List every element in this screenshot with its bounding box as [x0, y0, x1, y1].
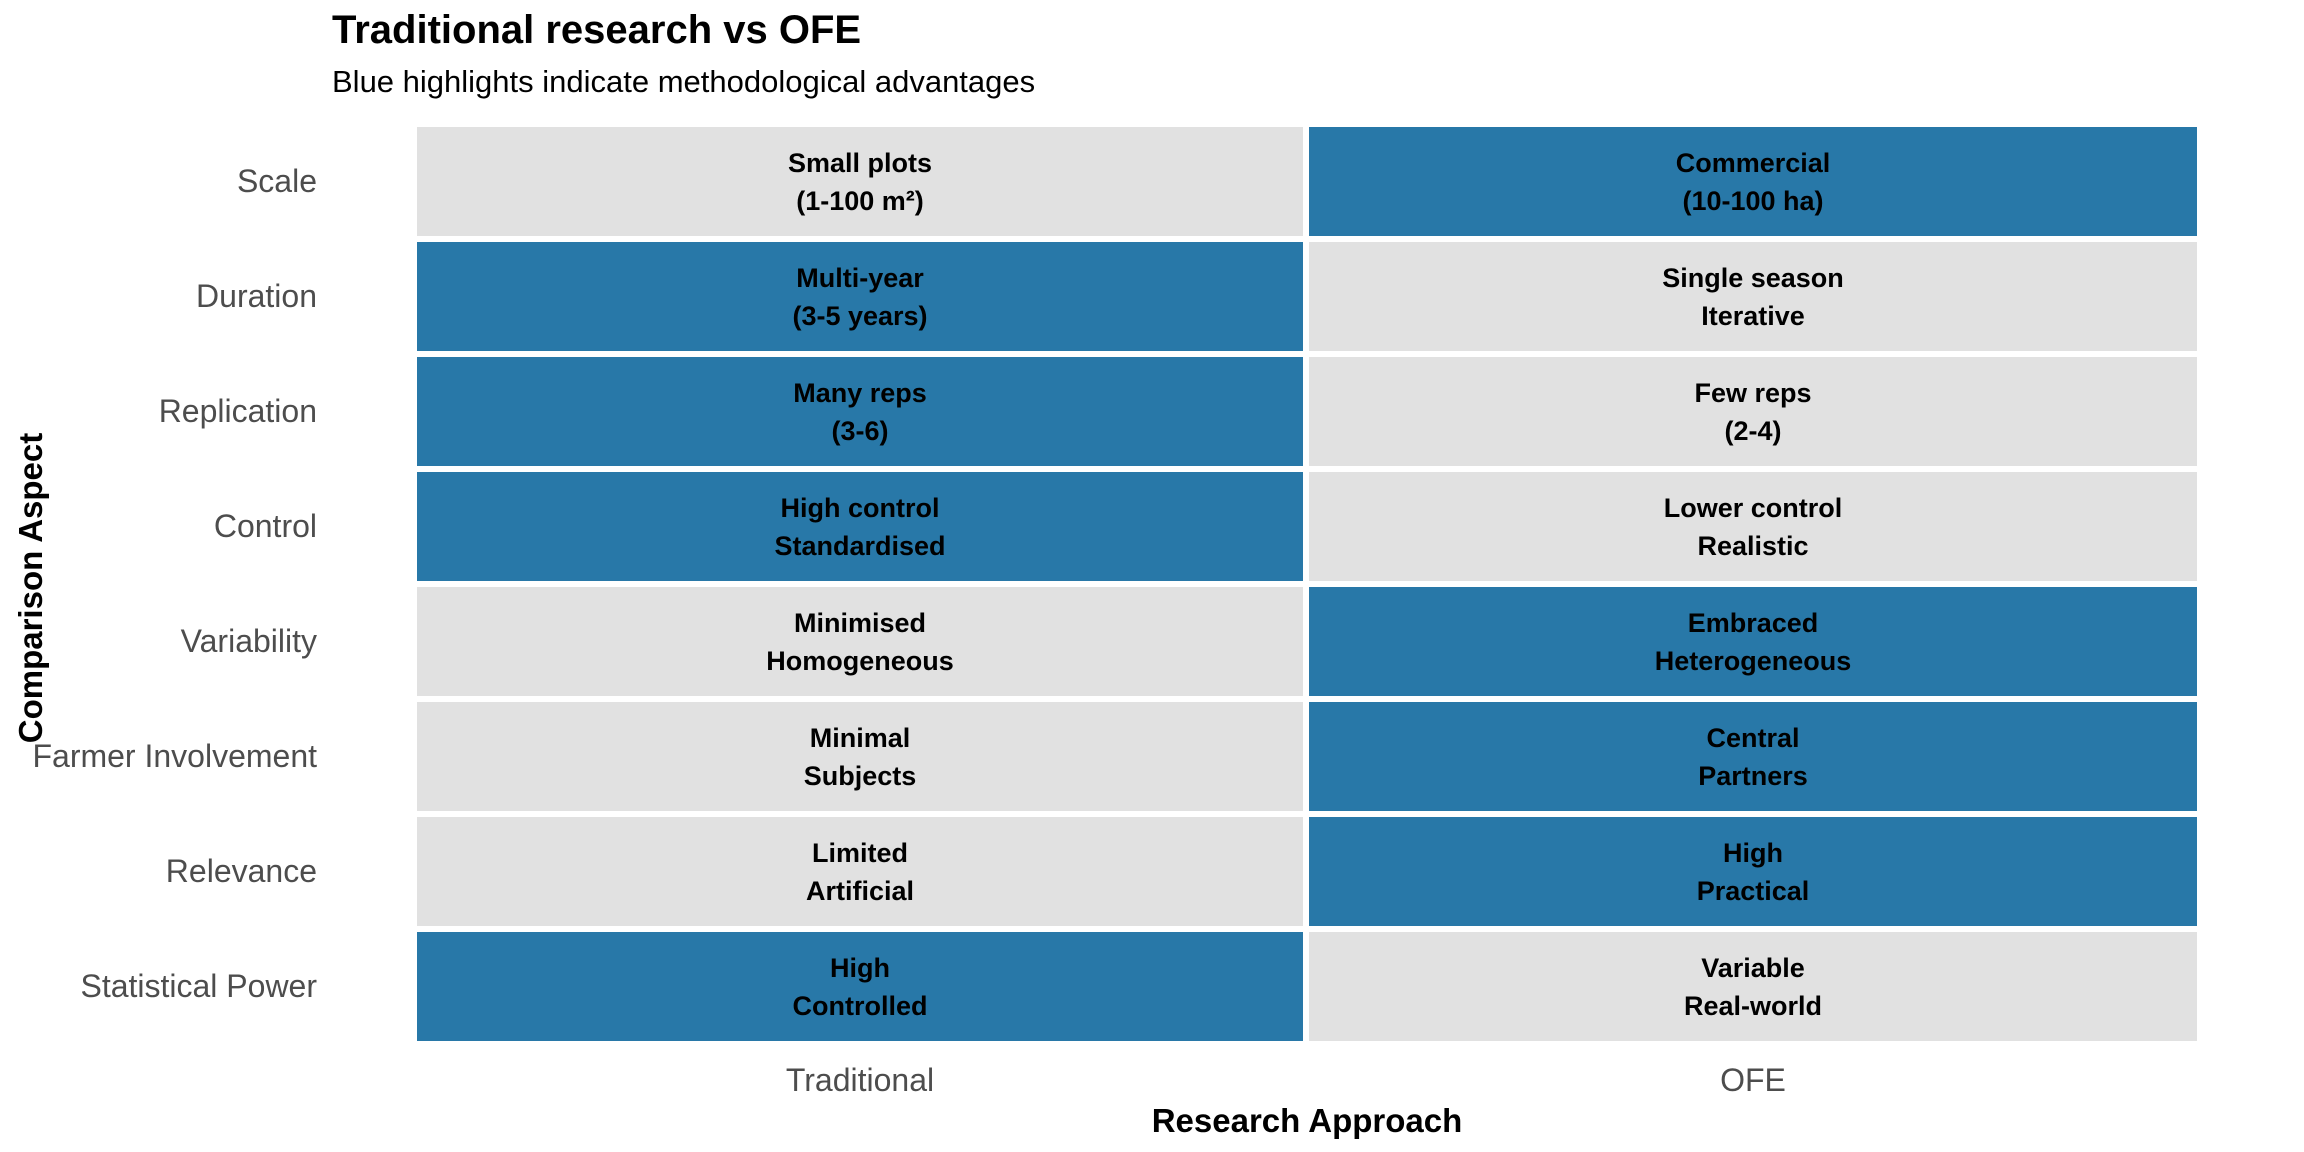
x-axis-labels: Traditional OFE: [417, 1062, 2197, 1099]
cell-replication-ofe: Few reps (2-4): [1309, 357, 2197, 466]
cell-text-line1: Embraced: [1687, 607, 1819, 638]
row-label-duration: Duration: [196, 278, 317, 314]
cell-text-line1: High: [830, 952, 890, 983]
cell-text-line1: Commercial: [1675, 147, 1831, 178]
cell-relevance-ofe: High Practical: [1309, 817, 2197, 926]
cell-farmer-involvement-ofe: Central Partners: [1309, 702, 2197, 811]
cell-replication-traditional: Many reps (3-6): [417, 357, 1303, 466]
x-axis-label-ofe: OFE: [1720, 1062, 1786, 1098]
row-label-control: Control: [213, 508, 317, 544]
cell-text-line1: High control: [780, 492, 940, 523]
cell-text-line1: Small plots: [787, 147, 933, 178]
cell-scale-traditional: Small plots (1-100 m²): [417, 127, 1303, 236]
cell-text-line2: Partners: [1698, 760, 1808, 791]
cell-statistical-power-traditional: High Controlled: [417, 932, 1303, 1041]
cell-text-line1: Variable: [1701, 952, 1805, 983]
row-duration: Duration Multi-year (3-5 years) Single s…: [0, 242, 2197, 351]
cell-control-ofe: Lower control Realistic: [1309, 472, 2197, 581]
cell-text-line2: Real-world: [1683, 990, 1823, 1021]
cell-text-line1: Lower control: [1663, 492, 1843, 523]
row-label-variability: Variability: [180, 623, 317, 659]
cell-text-line2: (3-5 years): [792, 300, 928, 331]
cell-variability-traditional: Minimised Homogeneous: [417, 587, 1303, 696]
cell-text-line2: Practical: [1696, 875, 1810, 906]
cell-text-line1: Limited: [811, 837, 908, 868]
cell-relevance-traditional: Limited Artificial: [417, 817, 1303, 926]
cell-variability-ofe: Embraced Heterogeneous: [1309, 587, 2197, 696]
cell-text-line2: (3-6): [831, 415, 889, 446]
row-replication: Replication Many reps (3-6) Few reps (2-…: [0, 357, 2197, 466]
cell-text-line2: (2-4): [1724, 415, 1782, 446]
row-label-statistical-power: Statistical Power: [80, 968, 317, 1004]
row-label-relevance: Relevance: [165, 853, 317, 889]
row-variability: Variability Minimised Homogeneous Embrac…: [0, 587, 2197, 696]
cell-text-line2: Heterogeneous: [1654, 645, 1852, 676]
cell-scale-ofe: Commercial (10-100 ha): [1309, 127, 2197, 236]
cell-duration-traditional: Multi-year (3-5 years): [417, 242, 1303, 351]
row-label-farmer-involvement: Farmer Involvement: [32, 738, 317, 774]
chart-title: Traditional research vs OFE: [332, 8, 862, 52]
cell-text-line2: (1-100 m²): [796, 185, 924, 216]
cell-text-line1: High: [1723, 837, 1783, 868]
x-axis-title: Research Approach: [1151, 1102, 1463, 1139]
cell-text-line2: Subjects: [803, 760, 917, 791]
cell-text-line2: Homogeneous: [766, 645, 954, 676]
cell-text-line2: Iterative: [1701, 300, 1805, 331]
cell-text-line1: Minimal: [809, 722, 911, 753]
cell-farmer-involvement-traditional: Minimal Subjects: [417, 702, 1303, 811]
cell-text-line1: Central: [1706, 722, 1800, 753]
plot-area: Scale Small plots (1-100 m²) Commercial …: [0, 127, 2197, 1047]
cell-text-line2: Artificial: [805, 875, 915, 906]
cell-text-line2: Realistic: [1697, 530, 1809, 561]
cell-text-line2: Standardised: [774, 530, 946, 561]
cell-text-line1: Few reps: [1694, 377, 1812, 408]
row-statistical-power: Statistical Power High Controlled Variab…: [0, 932, 2197, 1041]
row-scale: Scale Small plots (1-100 m²) Commercial …: [0, 127, 2197, 236]
cell-text-line1: Multi-year: [796, 262, 924, 293]
cell-text-line1: Many reps: [793, 377, 927, 408]
cell-duration-ofe: Single season Iterative: [1309, 242, 2197, 351]
chart-subtitle: Blue highlights indicate methodological …: [332, 64, 1036, 99]
row-relevance: Relevance Limited Artificial High Practi…: [0, 817, 2197, 926]
cell-control-traditional: High control Standardised: [417, 472, 1303, 581]
cell-statistical-power-ofe: Variable Real-world: [1309, 932, 2197, 1041]
row-label-replication: Replication: [158, 393, 317, 429]
row-control: Control High control Standardised Lower …: [0, 472, 2197, 581]
cell-text-line1: Minimised: [793, 607, 927, 638]
row-farmer-involvement: Farmer Involvement Minimal Subjects Cent…: [0, 702, 2197, 811]
row-label-scale: Scale: [236, 163, 317, 199]
cell-text-line1: Single season: [1662, 262, 1844, 293]
cell-text-line2: (10-100 ha): [1682, 185, 1824, 216]
cell-text-line2: Controlled: [792, 990, 928, 1021]
x-axis-label-traditional: Traditional: [785, 1062, 935, 1098]
